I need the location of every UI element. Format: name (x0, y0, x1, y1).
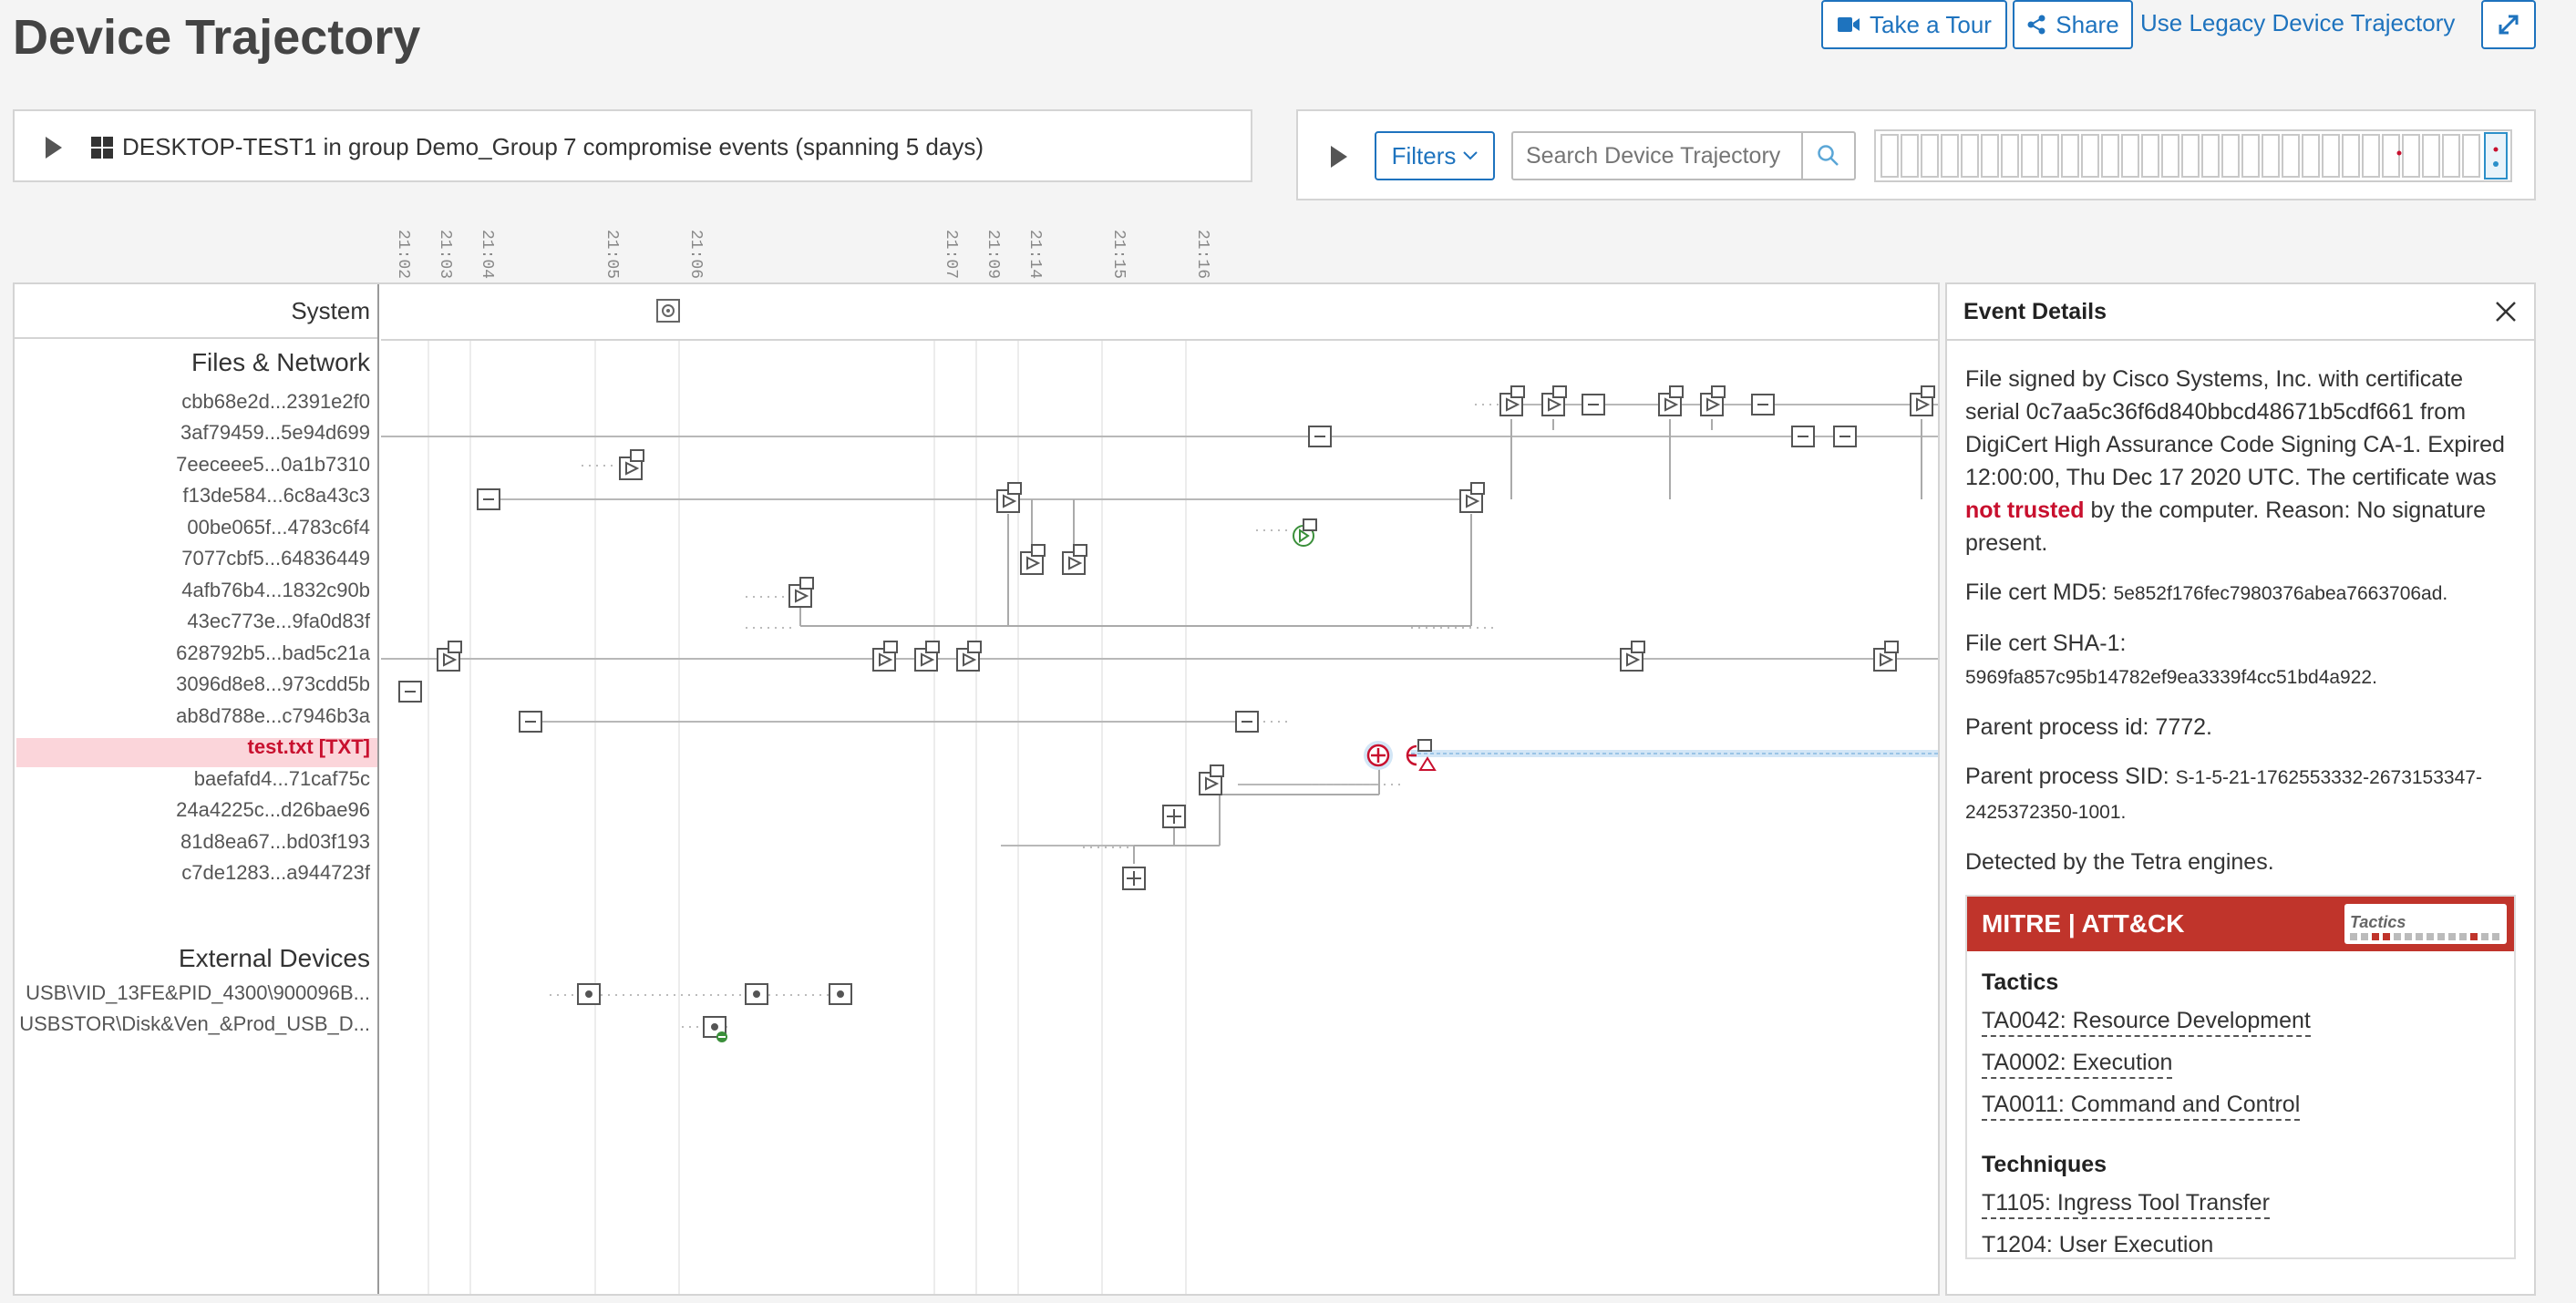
device-name[interactable]: DESKTOP-TEST1 in group Demo_Group (122, 133, 558, 160)
trajectory-graph[interactable] (381, 284, 1938, 1294)
highlighted-row (16, 738, 377, 767)
tactic-link[interactable]: TA0002: Execution (1982, 1048, 2173, 1079)
search-button[interactable] (1803, 131, 1856, 180)
trajectory-panel: System Files & Network cbb68e2d...2391e2… (13, 282, 1940, 1296)
page-title: Device Trajectory (13, 10, 421, 65)
technique-link[interactable]: T1105: Ingress Tool Transfer (1982, 1188, 2270, 1219)
file-row-label[interactable]: 3096d8e8...973cdd5b (176, 672, 370, 695)
tactics-heading: Tactics (1982, 970, 2059, 995)
parent-sid-label: Parent process SID: (1965, 764, 2169, 789)
not-trusted-label: not trusted (1965, 498, 2085, 523)
cert-md5-value: 5e852f176fec7980376abea7663706ad. (2113, 583, 2448, 604)
expand-device-play-icon[interactable] (46, 137, 62, 159)
share-icon (2027, 15, 2045, 35)
cert-md5-label: File cert MD5: (1965, 580, 2107, 605)
search-icon (1818, 145, 1839, 166)
legacy-trajectory-link[interactable]: Use Legacy Device Trajectory (2140, 9, 2456, 36)
file-row-label[interactable]: cbb68e2d...2391e2f0 (181, 390, 370, 413)
time-label: 21:14 (1025, 230, 1044, 280)
file-row-label[interactable]: 81d8ea67...bd03f193 (180, 830, 370, 853)
event-details-title: Event Details (1963, 298, 2107, 324)
time-label: 21:15 (1109, 230, 1128, 280)
system-gear-icon (656, 299, 680, 323)
share-label: Share (2056, 10, 2119, 38)
mitre-content: Tactics TA0042: Resource Development TA0… (1967, 951, 2514, 1257)
file-row-label[interactable]: baefafd4...71caf75c (193, 767, 370, 790)
external-device-label[interactable]: USBSTOR\Disk&Ven_&Prod_USB_D... (19, 1012, 370, 1035)
certificate-reason: by the computer. Reason: No signature pr… (1965, 498, 2487, 556)
time-label: 21:09 (984, 230, 1002, 280)
time-label: 21:07 (942, 230, 960, 280)
device-summary-bar: DESKTOP-TEST1 in group Demo_Group 7 comp… (13, 109, 1252, 182)
tactics-box-label: Tactics (2350, 913, 2406, 931)
mitre-banner: MITRE | ATT&CK Tactics (1967, 897, 2514, 951)
file-row-label[interactable]: 24a4225c...d26bae96 (176, 798, 370, 821)
playback-play-icon[interactable] (1331, 146, 1347, 168)
file-row-label-selected[interactable]: test.txt [TXT] (247, 735, 370, 758)
files-network-heading: Files & Network (191, 348, 370, 376)
certificate-info: File signed by Cisco Systems, Inc. with … (1965, 363, 2516, 559)
parent-process-sid: Parent process SID: S-1-5-21-1762553332-… (1965, 760, 2516, 829)
time-label: 21:04 (478, 230, 496, 280)
time-label: 21:03 (436, 230, 454, 280)
detected-by: Detected by the Tetra engines. (1965, 849, 2274, 875)
expand-icon (2499, 15, 2519, 35)
parent-process-id: Parent process id: 7772. (1965, 714, 2212, 740)
filter-bar: Filters (1296, 109, 2536, 200)
certificate-text: File signed by Cisco Systems, Inc. with … (1965, 366, 2505, 490)
take-tour-label: Take a Tour (1870, 10, 1992, 38)
filters-button[interactable]: Filters (1375, 131, 1495, 180)
cert-sha1-value: 5969fa857c95b14782ef9ea3339f4cc51bd4a922… (1965, 667, 2377, 688)
parent-sid-value: S-1-5-21-1762553332-2673153347-242537235… (1965, 767, 2482, 823)
time-label: 21:02 (394, 230, 412, 280)
expand-button[interactable] (2481, 0, 2536, 49)
cert-sha1-label: File cert SHA-1: (1965, 631, 2127, 656)
mitre-logo: MITRE | ATT&CK (1982, 909, 2185, 938)
video-camera-icon (1838, 17, 1860, 32)
share-button[interactable]: Share (2013, 0, 2133, 49)
chevron-down-icon (1463, 151, 1479, 160)
techniques-heading: Techniques (1982, 1152, 2107, 1177)
compromise-events-count: 7 compromise events (spanning 5 days) (563, 133, 984, 160)
file-row-label[interactable]: 7eeceee5...0a1b7310 (176, 453, 370, 476)
timeline-scrubber[interactable] (1874, 129, 2512, 182)
cert-sha1: File cert SHA-1: 5969fa857c95b14782ef9ea… (1965, 627, 2516, 694)
filters-label: Filters (1391, 141, 1457, 169)
tactic-link[interactable]: TA0011: Command and Control (1982, 1090, 2301, 1121)
external-devices-heading: External Devices (178, 944, 370, 972)
system-row-header: System (15, 284, 377, 339)
cert-md5: File cert MD5: 5e852f176fec7980376abea76… (1965, 576, 2516, 610)
file-row-label[interactable]: 43ec773e...9fa0d83f (187, 610, 370, 632)
time-label: 21:05 (603, 230, 621, 280)
file-row-label[interactable]: c7de1283...a944723f (181, 861, 370, 884)
file-row-label[interactable]: ab8d788e...c7946b3a (176, 704, 370, 727)
event-details-body: File signed by Cisco Systems, Inc. with … (1947, 341, 2534, 1281)
file-row-label[interactable]: 3af79459...5e94d699 (180, 421, 370, 444)
event-details-header: Event Details (1947, 284, 2534, 341)
detection-marker (1364, 739, 1437, 771)
trajectory-labels: System Files & Network cbb68e2d...2391e2… (15, 284, 379, 1294)
file-row-label[interactable]: f13de584...6c8a43c3 (182, 484, 370, 507)
file-row-label[interactable]: 7077cbf5...64836449 (181, 547, 370, 569)
search-input[interactable] (1513, 133, 1801, 179)
windows-icon (91, 137, 113, 159)
time-label: 21:16 (1193, 230, 1211, 280)
tactics-dots-icon (2350, 933, 2499, 940)
file-row-label[interactable]: 628792b5...bad5c21a (176, 641, 370, 664)
time-label: 21:06 (686, 230, 705, 280)
tactics-matrix-thumbnail[interactable]: Tactics (2344, 904, 2507, 944)
tactic-link[interactable]: TA0042: Resource Development (1982, 1006, 2311, 1037)
take-tour-button[interactable]: Take a Tour (1821, 0, 2007, 49)
close-icon[interactable] (2494, 300, 2518, 323)
external-device-label[interactable]: USB\VID_13FE&PID_4300\900096B... (26, 981, 370, 1004)
mitre-attack-box: MITRE | ATT&CK Tactics Tactics TA0042: R… (1965, 895, 2516, 1259)
search-field[interactable] (1511, 131, 1803, 180)
file-row-label[interactable]: 4afb76b4...1832c90b (181, 579, 370, 601)
event-details-panel: Event Details File signed by Cisco Syste… (1945, 282, 2536, 1296)
technique-link[interactable]: T1204: User Execution (1982, 1230, 2213, 1257)
system-label: System (291, 297, 370, 324)
file-row-label[interactable]: 00be065f...4783c6f4 (187, 516, 370, 539)
